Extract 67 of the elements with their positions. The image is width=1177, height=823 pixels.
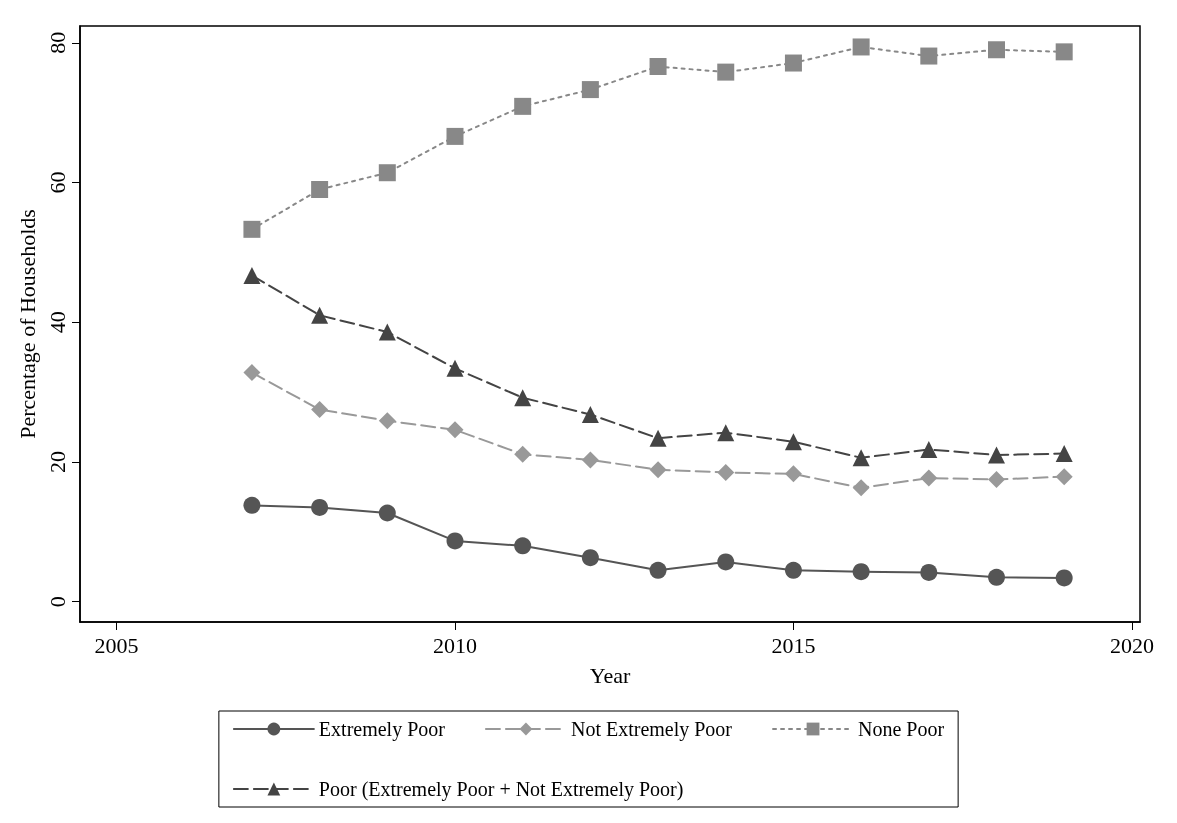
point [852, 563, 870, 581]
point [717, 553, 735, 571]
legend-label: Poor (Extremely Poor + Not Extremely Poor) [318, 778, 684, 801]
legend-label: None Poor [858, 718, 945, 740]
point [717, 63, 735, 81]
point [1055, 445, 1073, 463]
point [784, 561, 802, 579]
point [514, 97, 532, 115]
point [378, 323, 396, 341]
point [378, 504, 396, 522]
point [1055, 468, 1073, 486]
point [649, 429, 667, 447]
point [446, 421, 464, 439]
point [852, 479, 870, 497]
x-tick-label: 2020 [1109, 632, 1154, 658]
x-axis-title: Year [589, 662, 631, 688]
point [988, 446, 1005, 464]
point [784, 433, 802, 451]
point [649, 561, 667, 579]
point [378, 412, 396, 430]
y-axis-title: Percentage of Households [14, 209, 40, 439]
y-tick-label: 40 [44, 311, 70, 334]
point [581, 81, 599, 99]
point [1055, 569, 1073, 587]
point [852, 449, 870, 467]
point [311, 401, 329, 419]
point [988, 568, 1005, 586]
point [243, 496, 261, 514]
point [988, 470, 1005, 488]
point [581, 451, 599, 469]
point [920, 469, 938, 487]
point [446, 532, 464, 550]
point [1055, 43, 1073, 61]
point [920, 563, 938, 581]
y-tick-label: 20 [44, 451, 70, 473]
point [514, 445, 532, 463]
point [311, 498, 329, 516]
point [852, 38, 870, 56]
x-tick-label: 2015 [771, 632, 816, 658]
point [311, 306, 329, 324]
point [514, 389, 532, 407]
point [581, 405, 599, 423]
legend-label: Extremely Poor [318, 718, 446, 741]
point [243, 266, 261, 284]
point [446, 359, 464, 377]
point [649, 58, 667, 76]
point [243, 220, 261, 238]
point [514, 537, 532, 555]
x-tick-label: 2005 [94, 632, 139, 658]
y-tick-label: 0 [44, 596, 70, 608]
point [784, 465, 802, 483]
point [988, 41, 1005, 59]
x-tick-label: 2010 [432, 632, 477, 658]
point [446, 127, 464, 145]
y-tick-label: 60 [44, 171, 70, 194]
point [311, 181, 329, 198]
legend-label: Not Extremely Poor [570, 718, 733, 741]
point [649, 461, 667, 479]
y-tick-label: 80 [44, 31, 70, 54]
point [581, 549, 599, 567]
point [784, 54, 802, 72]
point [920, 47, 938, 65]
point [243, 364, 261, 382]
point [717, 463, 735, 481]
point [717, 424, 735, 442]
point [378, 164, 396, 182]
point [920, 440, 938, 458]
